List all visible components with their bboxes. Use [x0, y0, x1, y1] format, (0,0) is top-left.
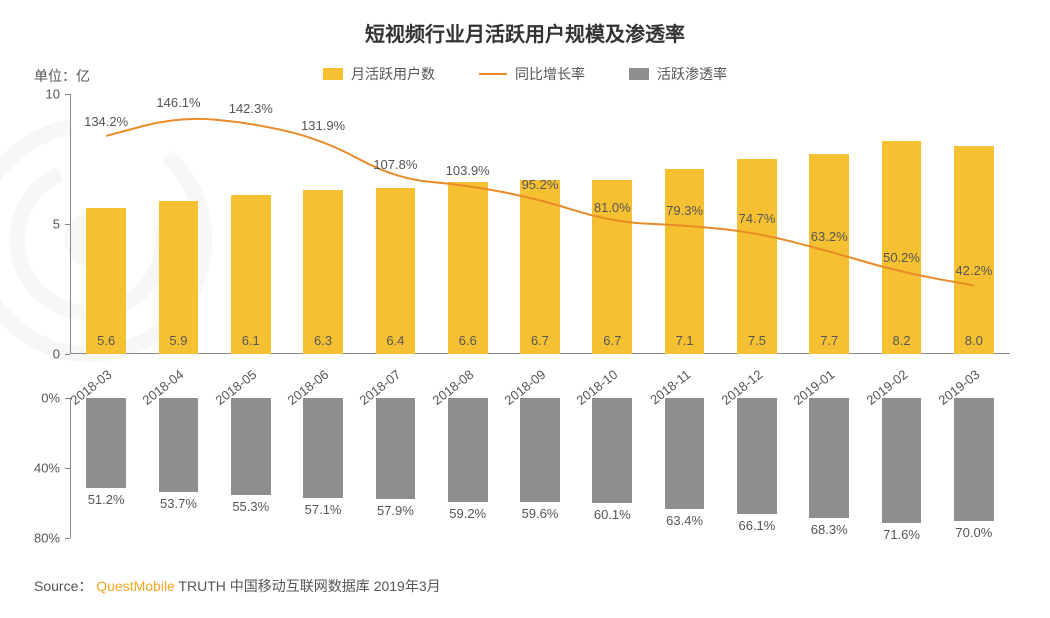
- growth-line: [70, 94, 1010, 354]
- legend-item-mau: 月活跃用户数: [323, 64, 435, 84]
- growth-value-label: 95.2%: [522, 177, 559, 192]
- penetration-value-label: 55.3%: [232, 499, 269, 514]
- penetration-value-label: 53.7%: [160, 496, 197, 511]
- penetration-value-label: 57.1%: [305, 502, 342, 517]
- legend-item-penetration: 活跃渗透率: [629, 64, 727, 84]
- source-rest: TRUTH 中国移动互联网数据库 2019年3月: [178, 578, 440, 594]
- ytick-bottom: 0%: [41, 391, 60, 406]
- penetration-bar: [737, 398, 777, 514]
- legend-label-mau: 月活跃用户数: [351, 64, 435, 84]
- legend: 月活跃用户数 同比增长率 活跃渗透率: [0, 64, 1050, 84]
- ytick-bottom: 80%: [34, 531, 60, 546]
- source-brand: QuestMobile: [96, 578, 175, 594]
- growth-value-label: 63.2%: [811, 229, 848, 244]
- penetration-value-label: 71.6%: [883, 527, 920, 542]
- growth-value-label: 131.9%: [301, 118, 345, 133]
- penetration-value-label: 70.0%: [955, 525, 992, 540]
- penetration-value-label: 51.2%: [88, 492, 125, 507]
- legend-swatch-penetration: [629, 68, 649, 80]
- legend-label-penetration: 活跃渗透率: [657, 64, 727, 84]
- growth-value-label: 146.1%: [156, 95, 200, 110]
- penetration-bar: [86, 398, 126, 488]
- penetration-value-label: 66.1%: [738, 518, 775, 533]
- penetration-value-label: 60.1%: [594, 507, 631, 522]
- penetration-value-label: 68.3%: [811, 522, 848, 537]
- penetration-bar: [231, 398, 271, 495]
- growth-value-label: 50.2%: [883, 250, 920, 265]
- penetration-bar: [809, 398, 849, 518]
- top-chart: 5.65.96.16.36.46.66.76.77.17.57.78.28.0 …: [70, 94, 1010, 354]
- chart-title: 短视频行业月活跃用户规模及渗透率: [0, 0, 1050, 47]
- source-prefix: Source：: [34, 578, 92, 594]
- penetration-bar: [303, 398, 343, 498]
- growth-value-label: 103.9%: [446, 163, 490, 178]
- legend-item-growth: 同比增长率: [479, 64, 585, 84]
- penetration-value-label: 63.4%: [666, 513, 703, 528]
- ytick-top: 10: [46, 87, 60, 102]
- growth-value-label: 42.2%: [955, 263, 992, 278]
- legend-swatch-growth: [479, 68, 507, 80]
- ytick-top: 0: [53, 347, 60, 362]
- penetration-value-label: 59.6%: [522, 506, 559, 521]
- penetration-bar: [882, 398, 922, 523]
- penetration-bar: [448, 398, 488, 502]
- legend-label-growth: 同比增长率: [515, 64, 585, 84]
- growth-value-label: 79.3%: [666, 203, 703, 218]
- growth-value-label: 74.7%: [738, 211, 775, 226]
- penetration-bar: [954, 398, 994, 521]
- y-axis-bottom: 0%40%80%: [6, 398, 66, 538]
- growth-value-label: 81.0%: [594, 200, 631, 215]
- penetration-bar: [592, 398, 632, 503]
- legend-swatch-mau: [323, 68, 343, 80]
- penetration-bar: [520, 398, 560, 502]
- bottom-chart: 51.2% 53.7% 55.3% 57.1% 57.9% 59.2% 59.6% 60.1%…: [70, 398, 1010, 538]
- ytick-top: 5: [53, 217, 60, 232]
- growth-value-label: 134.2%: [84, 114, 128, 129]
- growth-value-label: 107.8%: [373, 157, 417, 172]
- growth-value-label: 142.3%: [229, 101, 273, 116]
- penetration-bar: [665, 398, 705, 509]
- penetration-bar: [159, 398, 199, 492]
- ytick-bottom: 40%: [34, 461, 60, 476]
- penetration-bar: [376, 398, 416, 499]
- source-line: Source： QuestMobile TRUTH 中国移动互联网数据库 201…: [34, 576, 441, 596]
- penetration-value-label: 57.9%: [377, 503, 414, 518]
- penetration-value-label: 59.2%: [449, 506, 486, 521]
- y-axis-top: 0510: [6, 94, 66, 354]
